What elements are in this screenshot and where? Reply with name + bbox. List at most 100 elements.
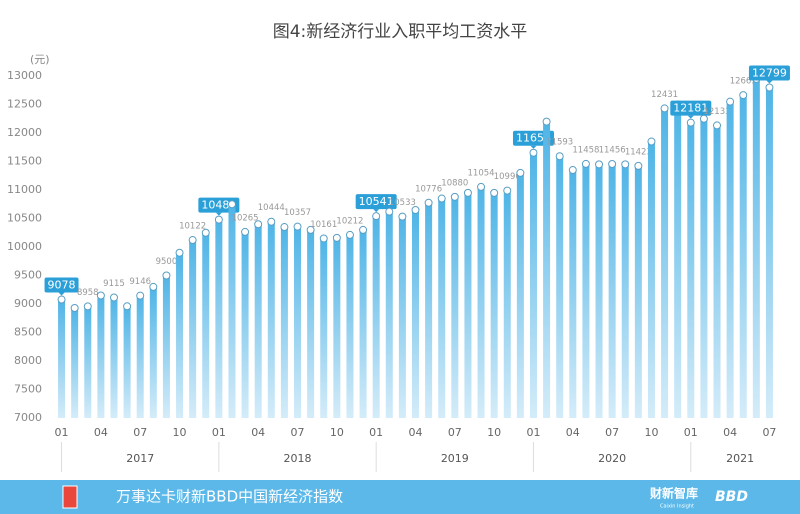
value-label: 12133 xyxy=(703,107,730,117)
y-tick-label: 10500 xyxy=(7,212,42,225)
value-label: 11456 xyxy=(599,146,626,156)
x-tick-label: 04 xyxy=(409,426,423,439)
bar-dot xyxy=(83,302,92,311)
bar xyxy=(477,186,485,418)
label-pointer xyxy=(530,145,537,149)
bar-dot xyxy=(765,83,774,92)
value-label: 11654 xyxy=(516,132,551,145)
bar-dot xyxy=(214,215,223,224)
bar-dot xyxy=(319,234,328,243)
bar xyxy=(333,237,341,418)
bar-dot xyxy=(162,271,171,280)
bar-dot xyxy=(398,212,407,221)
footer-logo: BBD xyxy=(715,489,748,505)
bar xyxy=(58,299,66,418)
bar xyxy=(136,295,144,418)
value-label: 10265 xyxy=(232,213,259,223)
value-label: 10122 xyxy=(179,222,206,232)
x-tick-label: 07 xyxy=(133,426,147,439)
footer-band xyxy=(0,480,800,514)
bar xyxy=(346,234,354,418)
y-tick-label: 8500 xyxy=(14,326,42,339)
bar-dot xyxy=(529,148,538,157)
x-tick-label: 01 xyxy=(369,426,383,439)
x-tick-label: 10 xyxy=(330,426,344,439)
footer-icon xyxy=(62,485,78,509)
bar xyxy=(215,219,223,418)
y-tick-label: 12500 xyxy=(7,98,42,111)
bar xyxy=(372,216,380,418)
bar-dot xyxy=(450,192,459,201)
bar-dot xyxy=(227,200,236,209)
bar xyxy=(202,232,210,418)
bar xyxy=(765,87,773,418)
x-tick-label: 01 xyxy=(212,426,226,439)
x-tick-label: 04 xyxy=(94,426,108,439)
bar-dot xyxy=(254,220,263,229)
bar-dot xyxy=(70,303,79,312)
year-label: 2018 xyxy=(284,452,312,465)
value-label: 9500 xyxy=(156,257,178,267)
label-box xyxy=(44,277,79,293)
year-label: 2017 xyxy=(126,452,154,465)
bar-dot xyxy=(739,91,748,100)
bar-dot xyxy=(490,188,499,197)
label-pointer xyxy=(373,209,380,213)
bar-dot xyxy=(293,222,302,231)
bar xyxy=(569,170,577,418)
bar-dot xyxy=(280,223,289,232)
y-tick-label: 9500 xyxy=(14,269,42,282)
value-label: 12431 xyxy=(651,90,678,100)
label-box xyxy=(748,65,790,81)
value-label: 11423 xyxy=(625,147,652,157)
bar xyxy=(71,307,79,418)
bar xyxy=(752,78,760,418)
value-label: 12181 xyxy=(673,102,708,115)
bar xyxy=(503,190,511,418)
bar xyxy=(228,204,236,418)
footer-logo: 财新智库 xyxy=(649,486,698,501)
x-tick-label: 07 xyxy=(605,426,619,439)
value-label: 10533 xyxy=(389,198,416,208)
bar-dot xyxy=(372,212,381,221)
bar xyxy=(280,227,288,418)
bar-dot xyxy=(699,114,708,123)
x-tick-label: 01 xyxy=(526,426,540,439)
chart-title: 图4:新经济行业入职平均工资水平 xyxy=(273,22,528,42)
label-pointer xyxy=(687,115,694,119)
bar xyxy=(647,141,655,419)
value-label: 10990 xyxy=(494,172,521,182)
value-label: 10481 xyxy=(201,199,236,212)
label-pointer xyxy=(58,292,65,296)
bar-dot xyxy=(149,282,158,291)
year-label: 2021 xyxy=(726,452,754,465)
value-label: 10357 xyxy=(284,208,311,218)
x-tick-label: 01 xyxy=(684,426,698,439)
bar xyxy=(294,226,302,418)
x-tick-label: 04 xyxy=(723,426,737,439)
value-label: 11458 xyxy=(572,145,599,155)
bar xyxy=(451,196,459,418)
bar xyxy=(267,221,275,418)
year-label: 2020 xyxy=(598,452,626,465)
bar xyxy=(726,101,734,419)
x-tick-label: 10 xyxy=(644,426,658,439)
bar xyxy=(464,192,472,418)
bar-dot xyxy=(123,302,132,311)
bar-dot xyxy=(306,225,315,234)
label-pointer xyxy=(766,80,773,84)
value-label: 10541 xyxy=(359,195,394,208)
bar xyxy=(241,231,249,418)
bar xyxy=(674,104,682,418)
bar-dot xyxy=(621,160,630,169)
bar-dot xyxy=(345,230,354,239)
x-tick-label: 07 xyxy=(762,426,776,439)
bar xyxy=(398,216,406,418)
bar xyxy=(687,122,695,419)
bar-dot xyxy=(568,166,577,175)
bar xyxy=(254,224,262,418)
bar-dot xyxy=(424,198,433,207)
year-label: 2019 xyxy=(441,452,469,465)
bar xyxy=(621,164,629,418)
x-tick-label: 07 xyxy=(291,426,305,439)
